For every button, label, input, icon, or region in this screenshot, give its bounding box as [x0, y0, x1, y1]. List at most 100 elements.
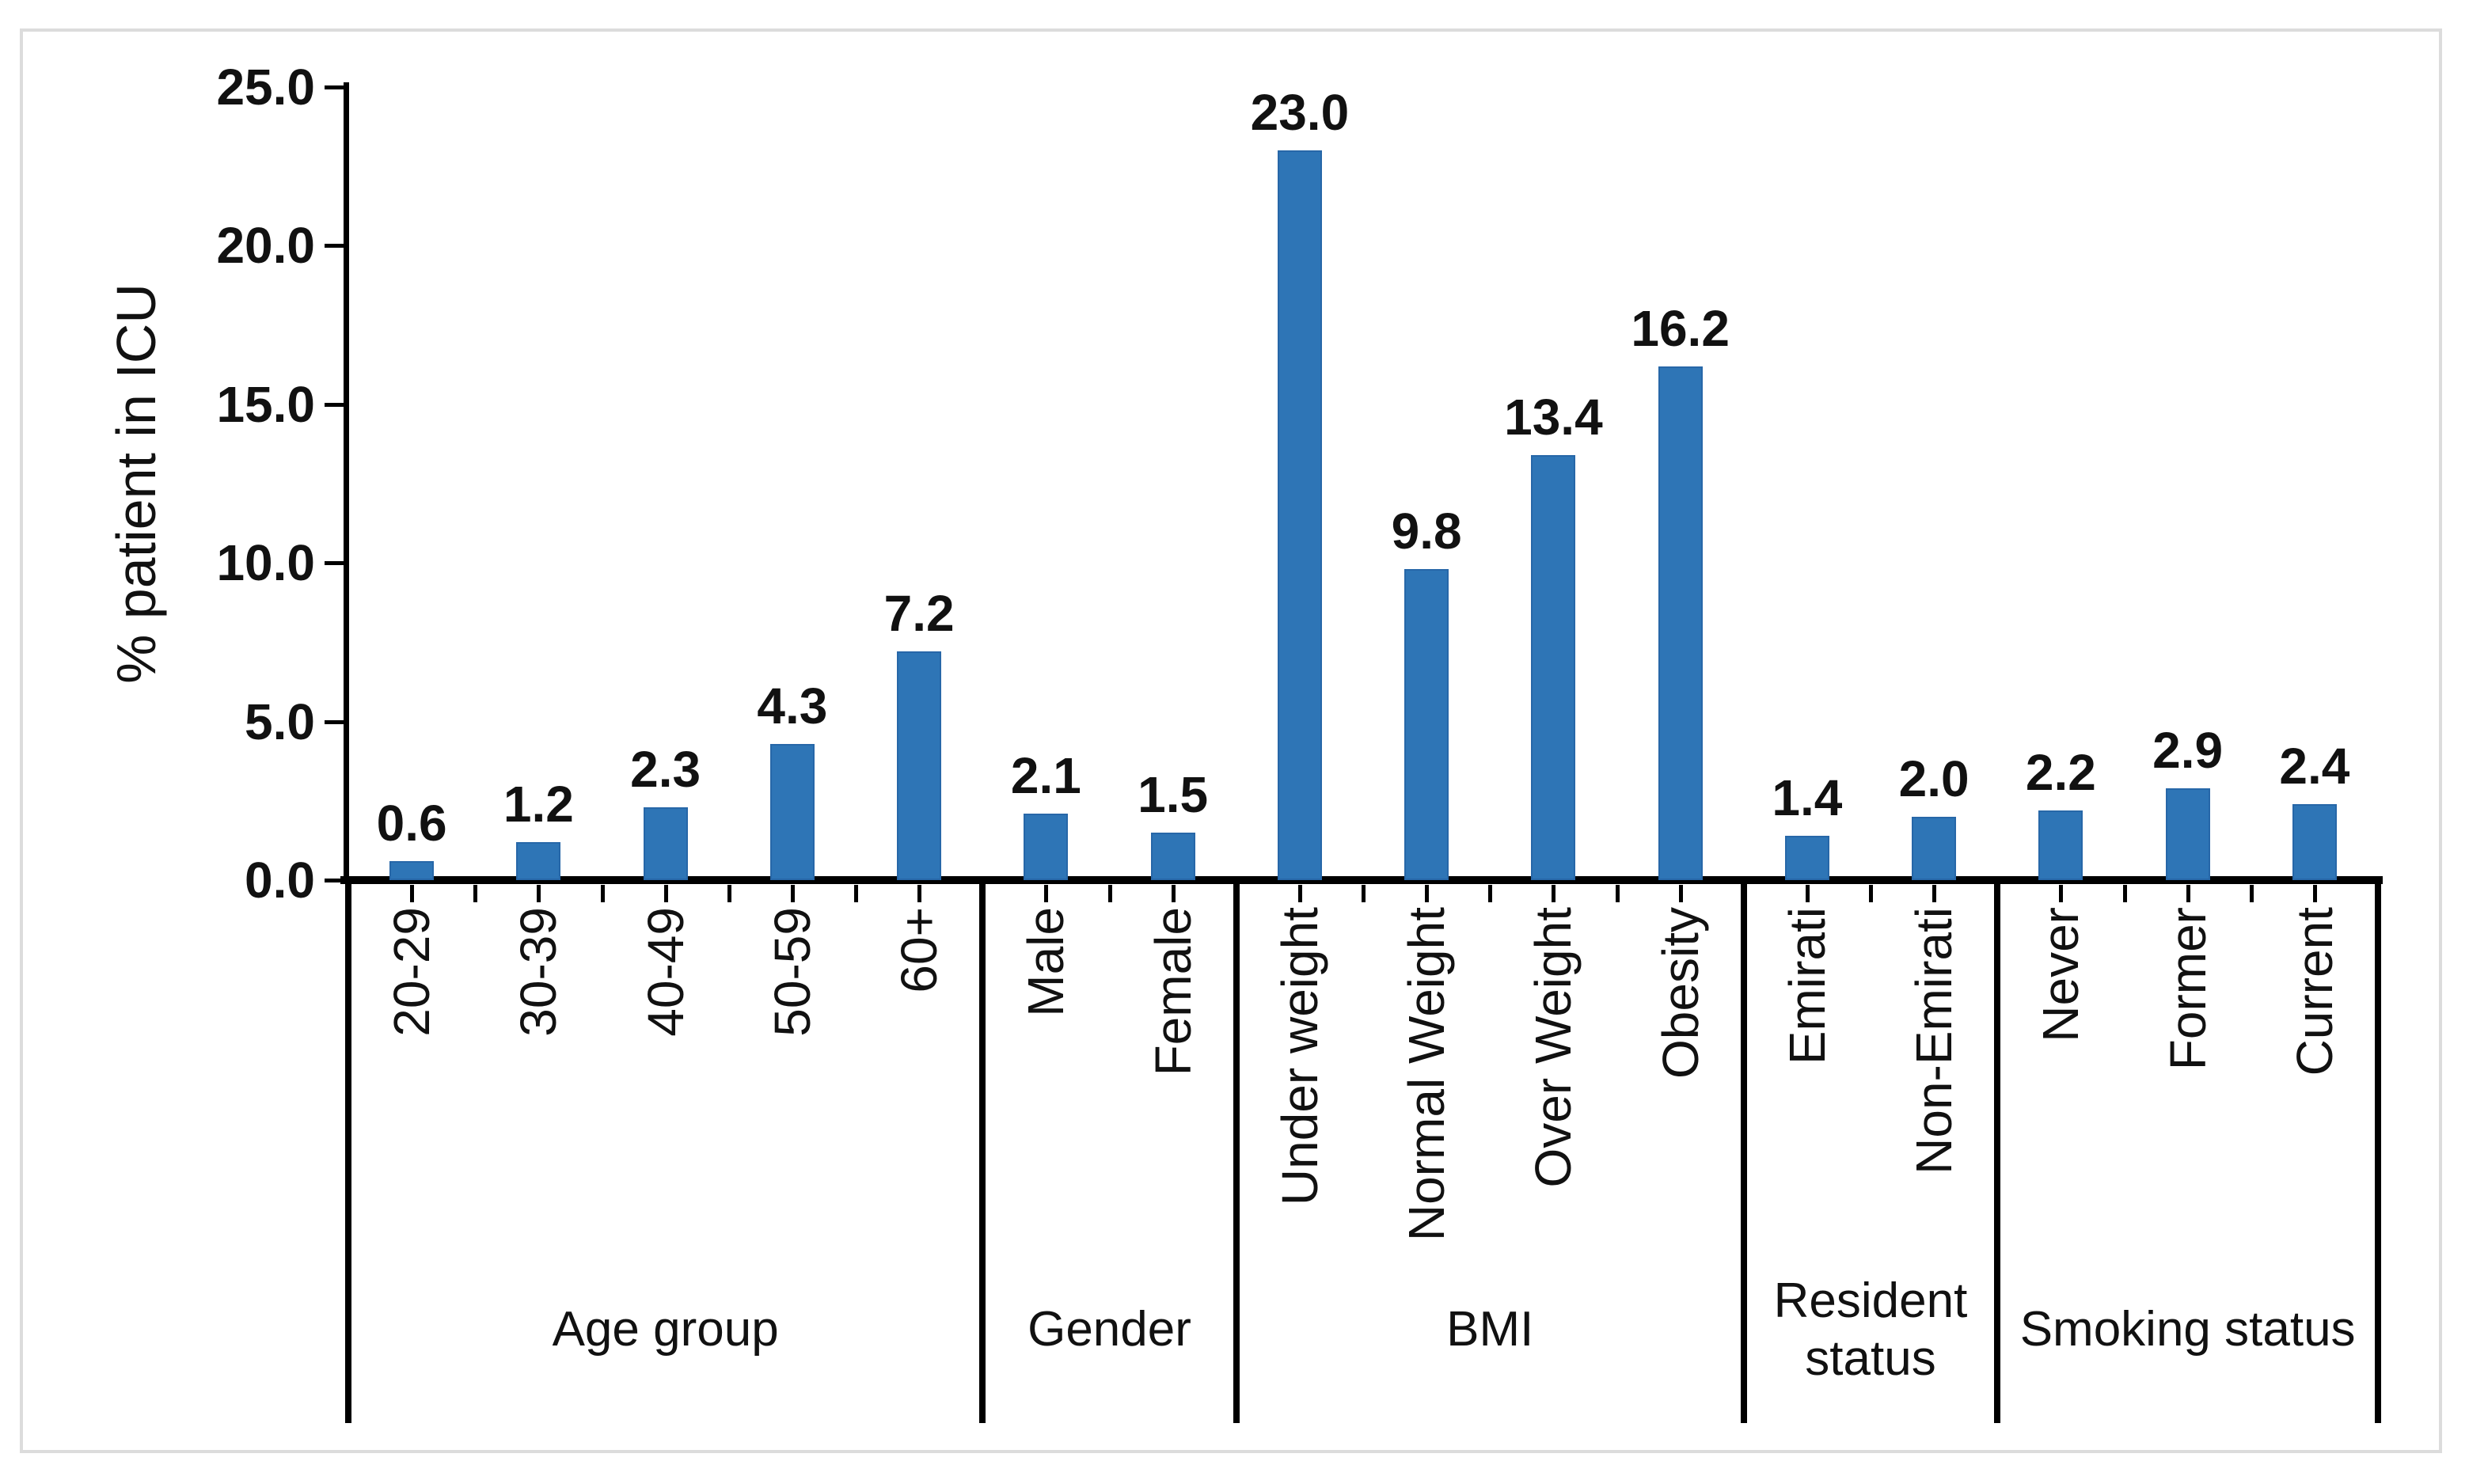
x-category-label: Under weight — [1236, 907, 1363, 1235]
bar — [643, 807, 688, 880]
x-category-label: 60+ — [856, 907, 982, 1235]
y-axis-title: % patient in ICU — [105, 283, 167, 684]
x-axis-tick — [1488, 885, 1493, 902]
group-label: Age group — [552, 1302, 779, 1357]
x-axis-tick — [1425, 885, 1430, 902]
x-axis-tick — [473, 885, 478, 902]
bar-value-label: 2.4 — [2279, 737, 2350, 795]
x-axis-tick — [1552, 885, 1556, 902]
bar-value-label: 4.3 — [757, 677, 828, 734]
x-axis-tick — [600, 885, 605, 902]
x-category-label-text: Normal Weight — [1398, 907, 1456, 1242]
x-axis-tick — [727, 885, 731, 902]
x-category-label: Over Weight — [1490, 907, 1616, 1235]
bar-value-label: 2.0 — [1898, 750, 1970, 807]
bar-value-label: 13.4 — [1504, 388, 1603, 446]
x-category-label-text: 50-59 — [763, 907, 821, 1037]
bar — [1404, 569, 1449, 880]
x-axis-tick — [1678, 885, 1683, 902]
bar — [2165, 788, 2210, 880]
group-divider — [1233, 880, 1240, 1423]
bar — [389, 860, 435, 880]
group-label: Gender — [1027, 1302, 1191, 1357]
bar-value-label: 2.1 — [1010, 746, 1081, 804]
x-category-label: 50-59 — [729, 907, 856, 1235]
bar — [516, 841, 561, 880]
x-category-label: Obesity — [1617, 907, 1744, 1235]
bar — [1150, 832, 1195, 880]
x-category-label-text: Obesity — [1651, 907, 1709, 1079]
group-divider — [1994, 880, 2001, 1423]
bar — [2292, 803, 2337, 880]
x-category-label-text: Current — [2285, 907, 2343, 1076]
y-axis-tick — [325, 85, 347, 89]
x-category-label: Normal Weight — [1363, 907, 1490, 1241]
x-axis-tick — [2186, 885, 2190, 902]
x-category-label-text: Emirati — [1778, 907, 1836, 1065]
x-axis-tick — [1297, 885, 1302, 902]
bar — [897, 651, 942, 880]
group-divider — [345, 880, 351, 1423]
bar-value-label: 0.6 — [376, 794, 447, 852]
bar-value-label: 1.5 — [1138, 765, 1209, 823]
x-axis-tick — [917, 885, 922, 902]
x-axis-tick — [1044, 885, 1049, 902]
figure-border — [20, 28, 2442, 1453]
group-label: Resident status — [1773, 1273, 1968, 1386]
bar-value-label: 2.3 — [630, 740, 701, 798]
y-axis-tick — [325, 402, 347, 407]
x-category-label-text: Non-Emirati — [1905, 907, 1963, 1175]
x-axis-tick — [1932, 885, 1937, 902]
x-category-label-text: Under weight — [1271, 907, 1328, 1206]
y-axis-tick — [325, 561, 347, 566]
x-axis-tick — [537, 885, 541, 902]
bar — [2038, 810, 2083, 880]
bar-value-label: 2.9 — [2152, 721, 2224, 779]
y-axis-tick-label: 0.0 — [245, 852, 315, 909]
x-axis-tick — [854, 885, 858, 902]
x-category-label: Non-Emirati — [1871, 907, 1997, 1235]
bar — [1912, 816, 1957, 880]
group-divider — [2375, 880, 2381, 1423]
bar — [1277, 150, 1322, 880]
y-axis-tick-label: 10.0 — [216, 534, 315, 592]
group-label: Smoking status — [2019, 1302, 2356, 1357]
bar — [1024, 813, 1069, 880]
group-divider — [1740, 880, 1747, 1423]
x-axis-tick — [1615, 885, 1620, 902]
x-axis-tick — [1869, 885, 1873, 902]
x-axis-line — [340, 876, 2383, 884]
x-category-label: Former — [2125, 907, 2251, 1235]
bar — [1531, 454, 1576, 880]
bar-value-label: 23.0 — [1250, 83, 1350, 141]
y-axis-tick — [325, 244, 347, 249]
x-category-label-text: 40-49 — [636, 907, 694, 1037]
x-category-label: Emirati — [1744, 907, 1871, 1235]
bar-value-label: 1.4 — [1772, 769, 1843, 826]
x-axis-tick — [410, 885, 415, 902]
y-axis-tick — [325, 719, 347, 724]
x-category-label: Male — [982, 907, 1109, 1235]
x-axis-tick — [1362, 885, 1366, 902]
y-axis-tick — [325, 879, 347, 882]
x-axis-tick — [2122, 885, 2127, 902]
x-axis-tick — [790, 885, 795, 902]
bar-value-label: 2.2 — [2025, 743, 2096, 801]
group-label: BMI — [1446, 1302, 1534, 1357]
x-category-label-text: Former — [2159, 907, 2216, 1071]
bar — [1784, 835, 1829, 880]
x-axis-tick — [2312, 885, 2317, 902]
x-category-label: 40-49 — [602, 907, 729, 1235]
y-axis-tick-label: 15.0 — [216, 375, 315, 433]
x-category-label-text: Never — [2032, 907, 2090, 1042]
bar-value-label: 1.2 — [503, 775, 574, 833]
bar-value-label: 7.2 — [883, 585, 955, 643]
x-axis-tick — [663, 885, 668, 902]
x-category-label: 20-29 — [348, 907, 475, 1235]
y-axis-tick-label: 25.0 — [216, 59, 315, 116]
bar — [1658, 366, 1703, 880]
bar-value-label: 16.2 — [1631, 299, 1730, 357]
x-category-label-text: 20-29 — [383, 907, 441, 1037]
x-axis-tick — [2059, 885, 2064, 902]
